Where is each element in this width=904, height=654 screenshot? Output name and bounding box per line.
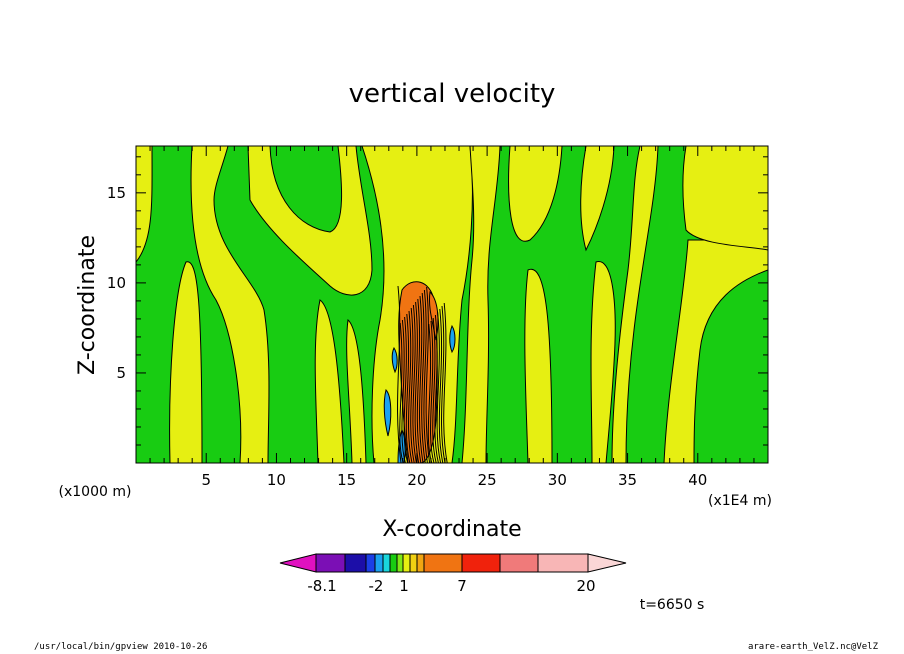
contour-region <box>383 389 392 437</box>
x-tick-label: 30 <box>548 471 567 489</box>
x-tick-label: 35 <box>618 471 637 489</box>
contour-line <box>397 285 402 463</box>
colorbar-segment <box>461 553 501 573</box>
contour-line <box>423 289 428 463</box>
contour-line <box>416 298 422 463</box>
contour-region <box>429 290 439 341</box>
x-tick-label: 5 <box>201 471 211 489</box>
colorbar-label: -8.1 <box>307 577 336 595</box>
colorbar-label: 1 <box>399 577 409 595</box>
x-tick-label: 20 <box>407 471 426 489</box>
contour-line <box>438 308 444 463</box>
colorbar-labels: -8.1 -2 1 7 20 <box>307 577 595 595</box>
plot-frame <box>135 145 769 464</box>
x-tick-label: 25 <box>478 471 497 489</box>
contour-line <box>432 317 437 463</box>
contour-line <box>441 305 446 463</box>
colorbar-arrow-high <box>587 553 627 573</box>
y-tick-label: 5 <box>116 364 126 382</box>
contour-region <box>580 146 615 252</box>
colorbar <box>279 553 627 573</box>
contour-line <box>436 311 442 463</box>
contour-region <box>682 146 768 251</box>
contour-line <box>427 323 433 463</box>
colorbar-segment <box>365 553 376 573</box>
y-tick-label: 15 <box>107 184 126 202</box>
contour-region <box>169 261 203 463</box>
contour-line <box>412 304 417 463</box>
colorbar-segment <box>409 553 418 573</box>
contour-line <box>434 314 439 463</box>
contour-region <box>524 268 553 463</box>
contour-line <box>408 310 413 463</box>
colorbar-segment <box>315 553 346 573</box>
contour-line <box>414 301 420 463</box>
x-tick-label: 15 <box>337 471 356 489</box>
colorbar-label: -2 <box>369 577 384 595</box>
contour-region <box>449 324 456 354</box>
colorbar-segment <box>537 553 589 573</box>
contour-region <box>314 299 345 463</box>
contour-region <box>461 146 501 463</box>
contour-region <box>590 261 616 463</box>
colorbar-segment <box>402 553 411 573</box>
contour-line <box>443 302 448 463</box>
y-tick-label: 10 <box>107 274 126 292</box>
colorbar-label: 7 <box>457 577 467 595</box>
contour-region <box>391 347 398 374</box>
contour-region <box>247 146 373 296</box>
colorbar-segment <box>423 553 463 573</box>
contour-region <box>346 319 367 463</box>
x-axis: 5 10 15 20 25 30 35 40 <box>149 146 755 489</box>
contour-region <box>508 146 563 242</box>
chart-title: vertical velocity <box>349 79 556 109</box>
footer-right: arare-earth_VelZ.nc@VelZ <box>747 642 878 652</box>
plot-area <box>136 146 768 463</box>
contour-line <box>399 322 404 463</box>
y-axis-title: Z-coordinate <box>75 235 100 375</box>
contour-line <box>403 316 409 463</box>
colorbar-segment <box>382 553 391 573</box>
contour-line <box>421 292 426 463</box>
contour-line <box>405 313 411 463</box>
x-tick-label: 40 <box>688 471 707 489</box>
colorbar-segment <box>499 553 539 573</box>
x-tick-label: 10 <box>267 471 286 489</box>
contour-line <box>430 320 435 463</box>
colorbar-segment <box>344 553 367 573</box>
x-unit-left-label: (x1000 m) <box>59 484 132 500</box>
contour-line <box>401 319 406 463</box>
colorbar-segment <box>416 553 425 573</box>
contour-line <box>425 286 431 463</box>
footer-left: /usr/local/bin/gpview 2010-10-26 <box>34 642 208 652</box>
contour-layer <box>136 146 768 463</box>
contour-region <box>663 239 768 463</box>
colorbar-segment <box>396 553 404 573</box>
colorbar-segment <box>389 553 398 573</box>
x-unit-right-label: (x1E4 m) <box>708 493 772 509</box>
contour-region <box>611 146 659 463</box>
contour-region <box>190 146 270 463</box>
colorbar-label: 20 <box>576 577 595 595</box>
colorbar-arrow-low <box>279 553 317 573</box>
x-axis-title: X-coordinate <box>382 517 521 542</box>
colorbar-segment <box>374 553 384 573</box>
contour-line <box>419 295 424 463</box>
time-label: t=6650 s <box>640 597 705 613</box>
contour-line <box>410 307 415 463</box>
y-axis: 5 10 15 <box>107 156 768 446</box>
